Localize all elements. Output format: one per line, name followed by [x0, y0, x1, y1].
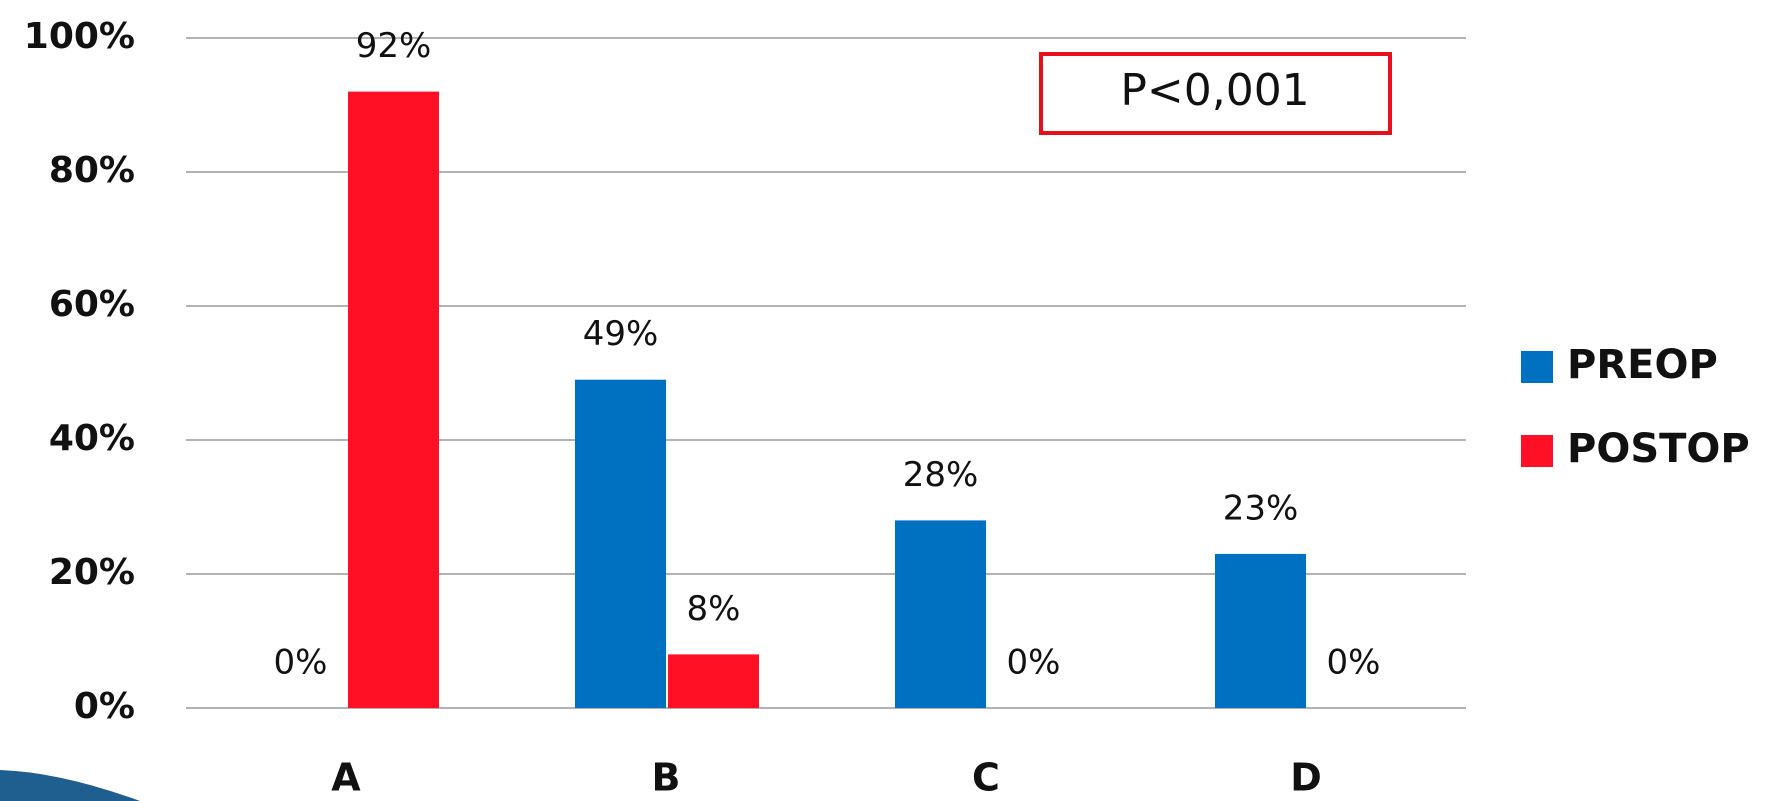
- value-label: 0%: [274, 643, 328, 683]
- value-label: 49%: [583, 314, 659, 354]
- legend-label: POSTOP: [1567, 426, 1750, 472]
- x-tick-label: B: [652, 756, 681, 800]
- y-tick-label: 40%: [49, 418, 135, 459]
- value-label: 28%: [903, 455, 979, 495]
- bar: [348, 91, 439, 709]
- bar: [895, 520, 986, 708]
- x-tick-label: C: [972, 756, 1000, 800]
- value-label: 92%: [356, 26, 432, 66]
- value-label: 8%: [687, 589, 741, 629]
- x-tick-label: A: [331, 756, 361, 800]
- y-tick-label: 80%: [49, 150, 135, 191]
- bar: [668, 654, 759, 708]
- value-label: 0%: [1007, 643, 1061, 683]
- x-tick-label: D: [1290, 756, 1322, 800]
- value-label: 0%: [1327, 643, 1381, 683]
- y-tick-label: 20%: [49, 552, 135, 593]
- legend-swatch: [1521, 351, 1553, 383]
- y-tick-label: 60%: [49, 284, 135, 325]
- legend-swatch: [1521, 435, 1553, 467]
- y-tick-label: 100%: [24, 16, 135, 57]
- bar: [575, 379, 666, 708]
- annotation: P<0,001: [1120, 65, 1309, 116]
- decoration: [0, 770, 140, 801]
- bar: [1215, 553, 1306, 708]
- y-tick-label: 0%: [74, 686, 135, 727]
- annotation-box: [1039, 52, 1392, 135]
- value-label: 23%: [1223, 488, 1299, 528]
- legend-label: PREOP: [1567, 342, 1718, 388]
